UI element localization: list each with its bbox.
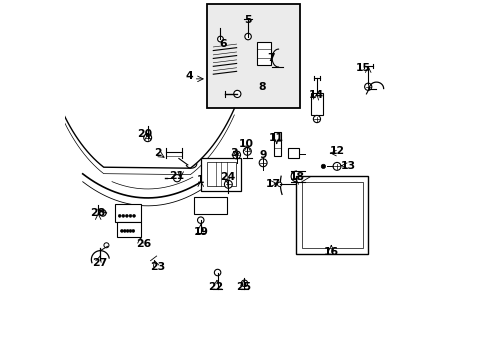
Bar — [194, 197, 226, 214]
Circle shape — [132, 215, 135, 217]
Circle shape — [129, 215, 132, 217]
Circle shape — [259, 159, 266, 167]
Circle shape — [125, 215, 128, 217]
Text: 14: 14 — [308, 90, 323, 100]
Text: 10: 10 — [238, 139, 253, 149]
Circle shape — [173, 175, 180, 182]
Text: 26: 26 — [136, 239, 151, 249]
Circle shape — [244, 33, 251, 40]
Bar — [201, 158, 241, 191]
Circle shape — [217, 36, 223, 42]
Text: 3: 3 — [230, 148, 238, 158]
Circle shape — [123, 229, 126, 232]
Text: 18: 18 — [289, 172, 305, 182]
Circle shape — [321, 164, 325, 168]
Bar — [287, 148, 298, 158]
Text: 8: 8 — [258, 82, 265, 92]
Bar — [257, 42, 271, 65]
Circle shape — [143, 134, 151, 141]
Text: 1: 1 — [197, 175, 204, 185]
Circle shape — [243, 147, 251, 155]
Text: 22: 22 — [208, 282, 223, 292]
Circle shape — [313, 116, 320, 123]
Text: 28: 28 — [90, 208, 105, 218]
Bar — [310, 93, 323, 115]
Bar — [301, 182, 362, 248]
Circle shape — [364, 83, 371, 90]
Circle shape — [120, 229, 123, 232]
Circle shape — [241, 280, 247, 287]
Circle shape — [197, 217, 203, 224]
Circle shape — [233, 90, 241, 98]
Text: 16: 16 — [323, 247, 338, 257]
Text: 17: 17 — [265, 179, 280, 189]
Text: 27: 27 — [91, 258, 107, 268]
Text: 24: 24 — [219, 172, 234, 182]
Text: 7: 7 — [267, 53, 275, 63]
Circle shape — [277, 182, 281, 186]
Text: 2: 2 — [154, 148, 161, 158]
Bar — [115, 204, 140, 222]
Text: 21: 21 — [168, 171, 183, 181]
Bar — [117, 222, 140, 237]
Text: 6: 6 — [219, 39, 226, 49]
Text: 20: 20 — [137, 129, 152, 139]
Circle shape — [122, 215, 124, 217]
Circle shape — [104, 243, 109, 248]
Text: 13: 13 — [340, 161, 355, 171]
Circle shape — [224, 180, 232, 188]
Text: 19: 19 — [194, 227, 208, 237]
Text: 12: 12 — [329, 145, 345, 156]
Text: 25: 25 — [236, 282, 251, 292]
Bar — [296, 176, 367, 253]
Circle shape — [332, 162, 340, 170]
Bar — [206, 162, 235, 186]
Circle shape — [232, 151, 240, 159]
Circle shape — [214, 269, 221, 276]
Text: 5: 5 — [244, 15, 251, 26]
Text: 4: 4 — [185, 71, 192, 81]
Bar — [206, 4, 300, 108]
Text: 9: 9 — [259, 150, 266, 160]
Text: 15: 15 — [355, 63, 369, 73]
Text: 11: 11 — [269, 133, 284, 143]
Text: 23: 23 — [150, 262, 165, 272]
Circle shape — [129, 229, 132, 232]
Circle shape — [126, 229, 129, 232]
Circle shape — [132, 229, 135, 232]
Circle shape — [100, 210, 106, 216]
Circle shape — [118, 215, 121, 217]
Bar — [273, 132, 281, 156]
